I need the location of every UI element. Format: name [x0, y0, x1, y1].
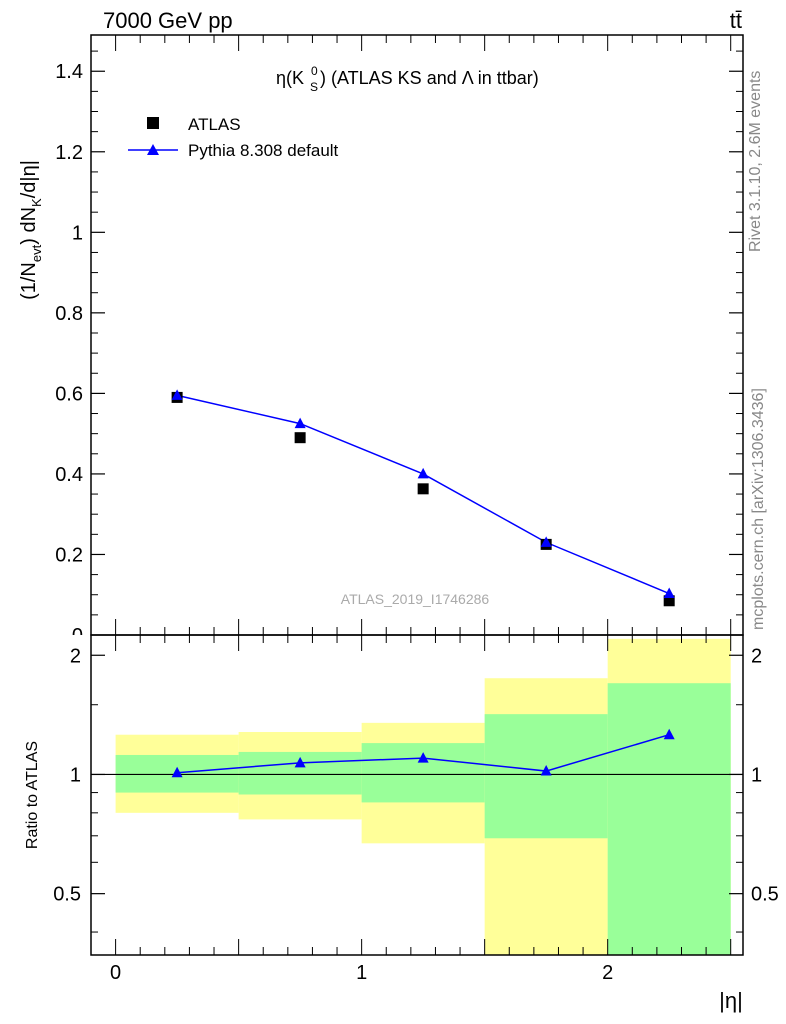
ratio-plot-frame: [90, 634, 744, 956]
x-tick-label: 2: [602, 962, 613, 984]
main-title: η(K S 0 ) (ATLAS KS and Λ in ttbar): [276, 64, 539, 94]
legend-marker-pythia: [147, 144, 159, 155]
rivet-version-label: Rivet 3.1.10, 2.6M events: [747, 71, 764, 252]
process-label: tt̄: [730, 8, 742, 33]
ratio-data-point: [663, 728, 675, 740]
pythia-data-point: [294, 417, 306, 429]
ratio-band-green: [484, 714, 608, 839]
atlas-data-point: [663, 595, 675, 607]
y-axis-label-text: (1/Nevt) dNK/d|η|: [18, 160, 44, 300]
ratio-band-green: [607, 683, 731, 955]
atlas-data-point: [417, 483, 429, 495]
ratio-data-point: [294, 756, 306, 768]
main-title-eta: η(K: [276, 68, 304, 88]
main-plot-panel: 0.2 0.4 0.6 0.8 1 1.2 1.4 0 η(K S 0 ) (ATLAS KS…: [18, 34, 744, 647]
ratio-y-tick-label-right: 0.5: [751, 884, 779, 906]
mcplots-source-label: mcplots.cern.ch [arXiv:1306.3436]: [750, 388, 767, 630]
ratio-y-tick-label-left: 1: [70, 764, 81, 786]
main-y-tick-label: 1.4: [55, 61, 83, 83]
ratio-y-tick-label-right: 1: [751, 764, 762, 786]
main-y-tick-label-zero: 0: [72, 625, 83, 647]
main-y-tick-label: 0.6: [55, 383, 83, 405]
legend: ATLAS Pythia 8.308 default: [128, 115, 339, 160]
ratio-data-point: [417, 752, 429, 763]
main-y-tick-label: 1: [72, 222, 83, 244]
ratio-y-tick-label-right: 2: [751, 645, 762, 667]
atlas-data-point: [294, 432, 306, 444]
analysis-watermark: ATLAS_2019_I1746286: [341, 591, 490, 607]
ratio-data-point: [540, 765, 552, 776]
main-y-tick-label: 1.2: [55, 142, 83, 164]
energy-label: 7000 GeV pp: [103, 8, 233, 33]
main-y-tick-label: 0.4: [55, 464, 83, 486]
main-title-sup: 0: [311, 64, 318, 78]
ratio-y-tick-label-left: 2: [70, 645, 81, 667]
main-title-rest: ) (ATLAS KS and Λ in ttbar): [320, 68, 539, 88]
ratio-plot-panel: 0.5 0.5 1 1 2 2 0 1 2 Ratio to ATLAS |η|: [24, 634, 779, 1013]
main-y-axis-label: (1/Nevt) dNK/d|η|: [18, 160, 44, 300]
legend-label-pythia: Pythia 8.308 default: [188, 141, 339, 160]
pythia-data-point: [663, 587, 675, 599]
ratio-y-axis-label: Ratio to ATLAS: [24, 741, 41, 849]
main-y-tick-label: 0.8: [55, 303, 83, 325]
x-tick-label: 1: [356, 962, 367, 984]
pythia-data-point: [171, 389, 183, 400]
x-axis-label: |η|: [719, 988, 743, 1013]
ratio-data-point: [171, 766, 183, 778]
pythia-series-line: [176, 394, 670, 595]
legend-marker-atlas: [147, 117, 159, 129]
x-tick-label: 0: [110, 962, 121, 984]
legend-label-atlas: ATLAS: [188, 115, 241, 134]
main-title-sub: S: [310, 80, 318, 94]
pythia-data-point: [417, 467, 429, 479]
main-y-tick-label: 0.2: [55, 544, 83, 566]
pythia-data-point: [540, 536, 552, 547]
ratio-y-tick-label-left: 0.5: [53, 884, 81, 906]
ratio-band-green: [361, 743, 485, 803]
